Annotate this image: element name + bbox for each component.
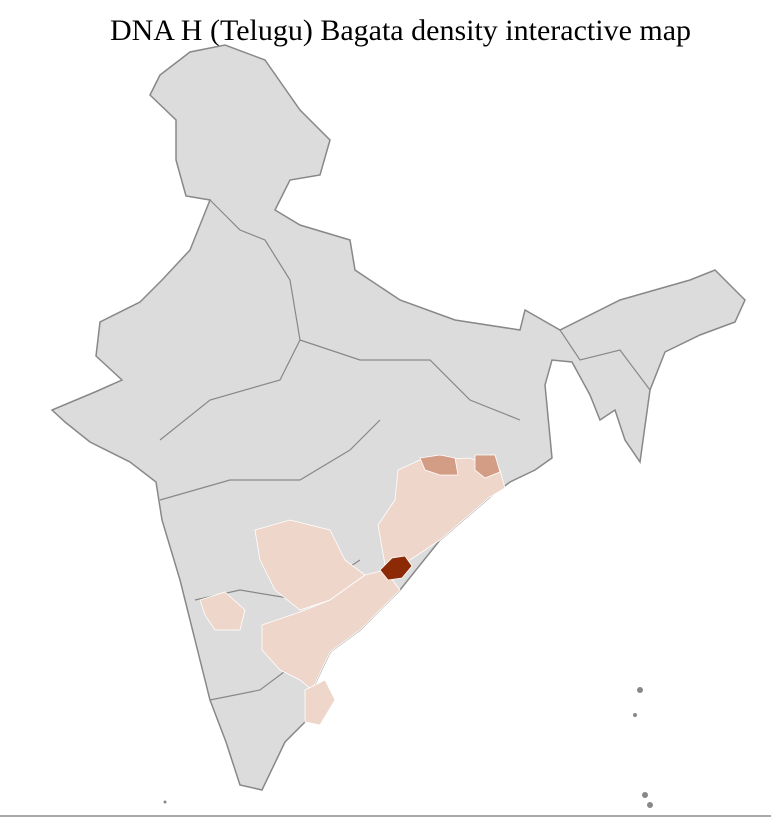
map-title: DNA H (Telugu) Bagata density interactiv… — [109, 14, 692, 47]
island — [633, 713, 637, 717]
island — [642, 792, 648, 798]
region-tamilnadu-low[interactable] — [304, 679, 336, 726]
state-border — [159, 419, 381, 501]
state-border — [159, 199, 301, 441]
india-outline — [50, 44, 746, 791]
island — [647, 802, 653, 808]
region-medium-1[interactable] — [419, 454, 459, 476]
island — [163, 800, 167, 804]
island — [637, 687, 643, 693]
state-border — [299, 339, 521, 421]
bottom-divider — [0, 815, 771, 817]
region-medium-2[interactable] — [474, 454, 501, 479]
state-border — [559, 329, 651, 391]
region-andhra-low[interactable] — [261, 569, 401, 691]
region-karnataka-low[interactable] — [199, 591, 246, 631]
region-odisha-low[interactable] — [377, 457, 506, 566]
region-high[interactable] — [379, 555, 413, 581]
